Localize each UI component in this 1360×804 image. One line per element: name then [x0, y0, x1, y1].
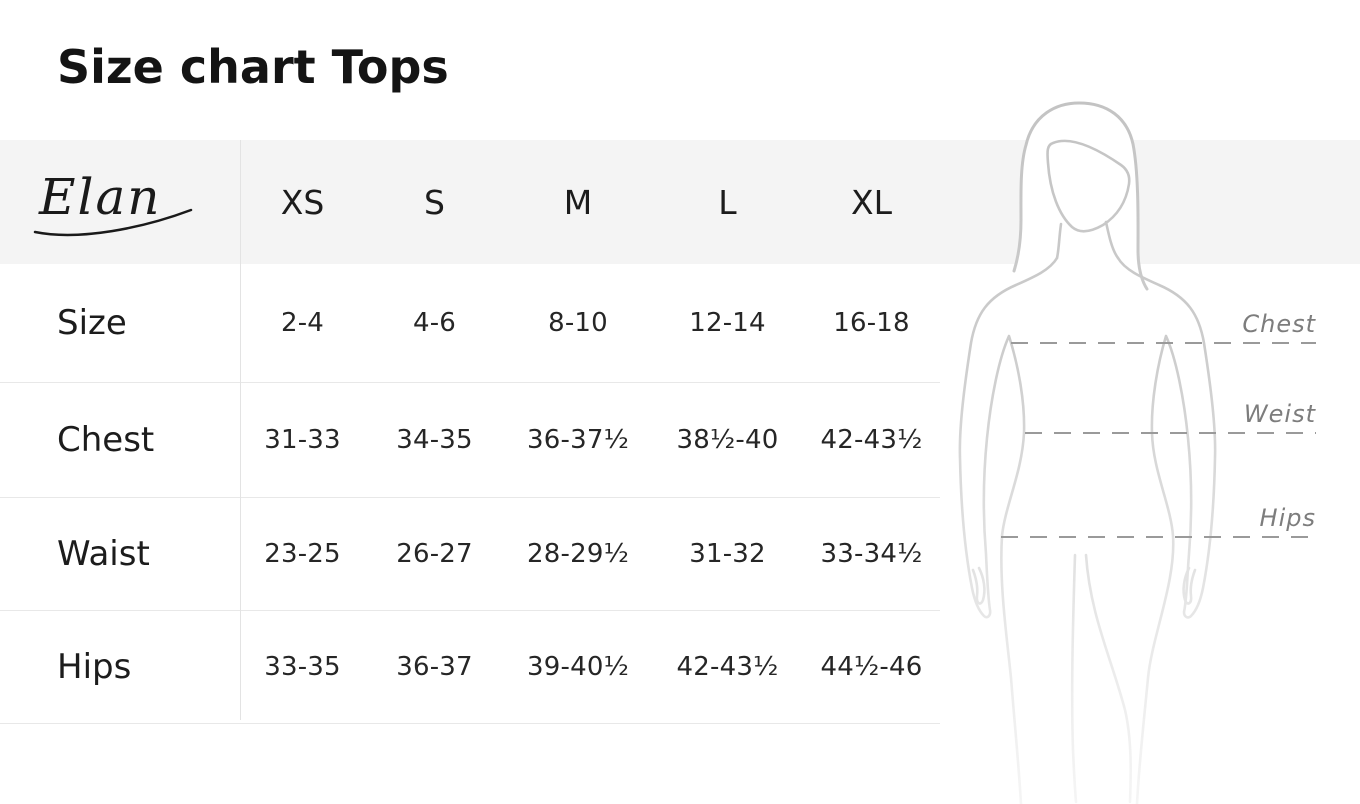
measurement-figure: Chest Weist Hips: [940, 100, 1360, 804]
cell-size-m: 8-10: [548, 308, 608, 338]
size-chart-table: Elan XS S M L XL Size 2-4 4-6 8-10 12-14…: [0, 140, 940, 724]
table-row-waist: Waist 23-25 26-27 28-29½ 31-32 33-34½: [0, 498, 940, 611]
cell-waist-m: 28-29½: [527, 539, 629, 569]
cell-chest-m: 36-37½: [527, 425, 629, 455]
cell-size-xs: 2-4: [280, 308, 325, 338]
cell-chest-l: 38½-40: [676, 425, 779, 455]
neck-left-line: [1055, 222, 1063, 260]
brand-logo-cell: Elan: [0, 140, 240, 264]
waist-measurement-label: Weist: [1244, 400, 1317, 428]
cell-chest-xl: 42-43½: [820, 425, 923, 455]
cell-waist-l: 31-32: [689, 539, 766, 569]
cell-size-xl: 16-18: [833, 308, 910, 338]
column-header-xs: XS: [280, 182, 325, 222]
inner-leg-left-line: [1070, 553, 1078, 804]
cell-hips-xs: 33-35: [264, 652, 341, 682]
hair-outline: [1012, 101, 1149, 291]
row-label-size: Size: [57, 303, 127, 343]
cell-chest-xs: 31-33: [264, 425, 341, 455]
table-row-size: Size 2-4 4-6 8-10 12-14 16-18: [0, 264, 940, 383]
column-header-s: S: [424, 182, 445, 222]
brand-underline-flourish: [33, 208, 193, 237]
cell-hips-m: 39-40½: [527, 652, 629, 682]
left-hand-thumb-line: [971, 566, 986, 605]
woman-silhouette-icon: Chest Weist Hips: [958, 101, 1317, 804]
neck-right-line: [1104, 220, 1120, 260]
table-header-row: Elan XS S M L XL: [0, 140, 940, 264]
brand-name: Elan: [38, 168, 162, 226]
cell-chest-s: 34-35: [396, 425, 473, 455]
page-title: Size chart Tops: [57, 40, 449, 94]
cell-size-l: 12-14: [689, 308, 766, 338]
cell-hips-l: 42-43½: [676, 652, 779, 682]
cell-size-s: 4-6: [412, 308, 457, 338]
brand-logo: Elan: [33, 168, 193, 237]
row-label-waist: Waist: [57, 534, 150, 574]
cell-waist-s: 26-27: [396, 539, 473, 569]
column-header-l: L: [718, 182, 737, 222]
inner-leg-right-line: [1084, 553, 1132, 804]
table-row-chest: Chest 31-33 34-35 36-37½ 38½-40 42-43½: [0, 383, 940, 498]
chest-measurement-label: Chest: [1242, 310, 1316, 338]
hips-measurement-label: Hips: [1260, 504, 1316, 532]
right-hand-thumb-line: [1182, 566, 1197, 605]
column-header-xl: XL: [851, 182, 892, 222]
cell-hips-s: 36-37: [396, 652, 473, 682]
row-label-chest: Chest: [57, 420, 155, 460]
table-row-hips: Hips 33-35 36-37 39-40½ 42-43½ 44½-46: [0, 611, 940, 724]
cell-waist-xs: 23-25: [264, 539, 341, 569]
face-outline: [1046, 139, 1131, 233]
cell-waist-xl: 33-34½: [820, 539, 923, 569]
row-label-hips: Hips: [57, 647, 132, 687]
table-vertical-divider: [240, 140, 241, 720]
cell-hips-xl: 44½-46: [820, 652, 923, 682]
body-outline: [958, 256, 1217, 804]
body-fill: [959, 258, 1216, 804]
column-header-m: M: [563, 182, 593, 222]
